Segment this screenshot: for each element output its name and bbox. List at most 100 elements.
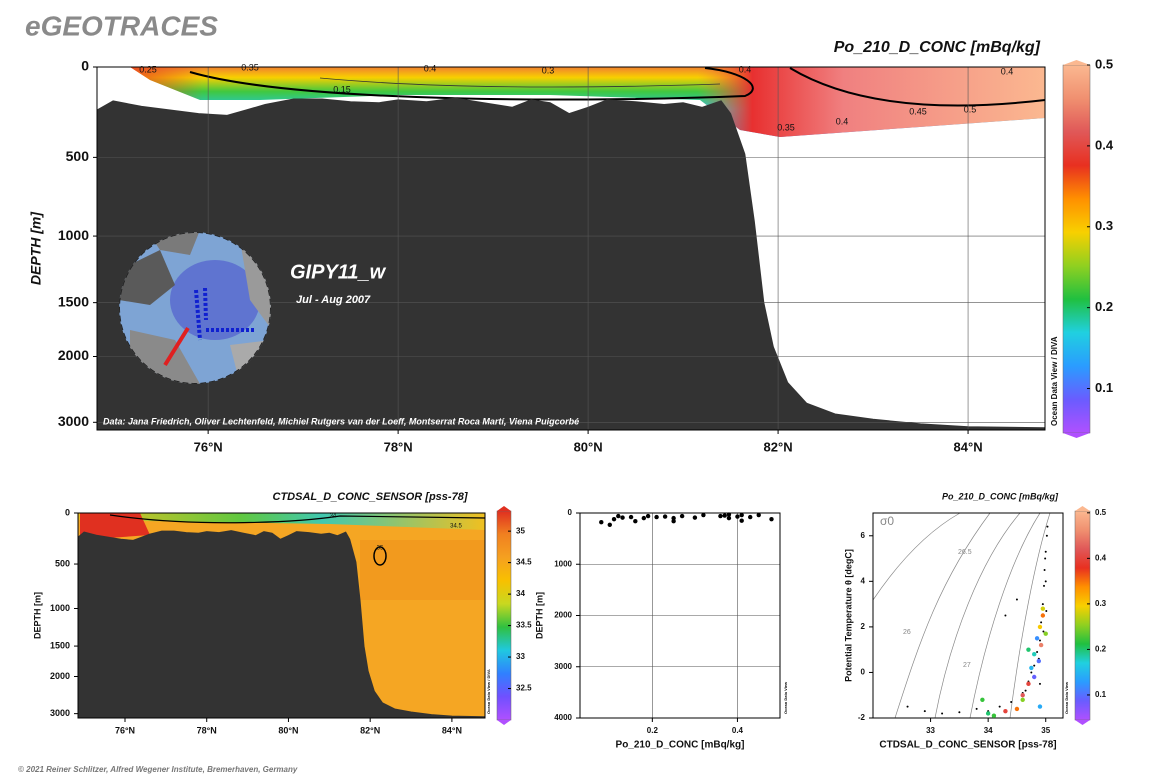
x-tick-label: 33 [926, 726, 935, 735]
watermark: Ocean Data View [1064, 681, 1069, 714]
data-point [1037, 624, 1043, 630]
seafloor [77, 530, 486, 718]
data-point [1037, 704, 1043, 709]
y-axis-label: DEPTH [m] [32, 592, 42, 639]
y-tick-label: 1000 [58, 227, 89, 243]
watermark: Ocean Data View / DIVA [486, 669, 491, 714]
data-point [679, 513, 685, 519]
y-tick-label: 1500 [50, 640, 70, 650]
panel-title: Po_210_D_CONC [mBq/kg] [834, 39, 1041, 56]
data-point [991, 713, 997, 718]
isopycnal-label: 26 [903, 629, 911, 636]
data-point [1029, 665, 1034, 671]
data-point [1043, 631, 1048, 636]
data-point [756, 512, 761, 518]
date-label: Jul - Aug 2007 [296, 294, 371, 306]
sample-point [1045, 534, 1048, 537]
data-point [607, 522, 612, 527]
sample-point [1024, 689, 1027, 692]
y-tick-label: -2 [858, 713, 866, 722]
y-tick-label: 500 [66, 148, 90, 164]
colorbar-tick-label: 33.5 [516, 621, 532, 630]
y-axis-label: Potential Temperature θ [degC] [843, 549, 853, 682]
colorbar-tick-label: 0.2 [1095, 299, 1113, 314]
contour-label: 0.4 [836, 116, 849, 126]
data-point [739, 512, 744, 518]
y-axis-label: DEPTH [m] [28, 211, 44, 285]
colorbar-tick-label: 0.4 [1095, 553, 1107, 562]
data-point [692, 515, 698, 520]
seafloor-fill [97, 98, 1045, 430]
data-point [671, 515, 676, 521]
isopycnal-label: 27 [963, 662, 971, 669]
colorbar-arrow [497, 506, 511, 511]
colorbar-arrow [1063, 433, 1090, 438]
data-point [671, 519, 676, 524]
data-point [726, 512, 732, 517]
data-point [1038, 642, 1044, 648]
colorbar-tick-label: 34.5 [516, 558, 532, 567]
colorbar-arrow [1063, 60, 1090, 65]
contour-label: 0.15 [333, 84, 351, 94]
isopycnal [969, 512, 1041, 719]
contour-label: 0.35 [241, 62, 259, 72]
data-point [1040, 606, 1046, 611]
plot-frame [872, 512, 1064, 719]
sample-point [1044, 580, 1047, 583]
sample-point [1044, 557, 1047, 560]
data-point [1026, 647, 1031, 652]
sample-point [906, 705, 909, 708]
data-point [641, 515, 647, 521]
contour-line [373, 546, 387, 566]
colorbar-tick-label: 32.5 [516, 684, 532, 693]
data-point [980, 697, 985, 702]
data-point [616, 513, 621, 519]
x-tick-label: 78°N [197, 725, 217, 735]
data-point [611, 516, 617, 522]
data-point [769, 516, 774, 522]
data-point [722, 513, 727, 518]
page-title: eGEOTRACES [25, 10, 218, 41]
map-track [163, 326, 190, 367]
x-tick-label: 78°N [384, 439, 413, 454]
y-tick-label: 3000 [50, 708, 70, 718]
isopycnal [894, 512, 991, 719]
sal-field-deep [360, 540, 485, 600]
sample-point [958, 711, 961, 714]
data-point [718, 513, 723, 519]
x-tick-label: 80°N [574, 439, 603, 454]
data-point [985, 711, 991, 716]
colorbar-tick-label: 0.3 [1095, 218, 1113, 233]
y-tick-label: 4 [861, 576, 866, 585]
y-tick-label: 0 [65, 507, 70, 517]
data-point [633, 519, 638, 524]
contour-label: 0.4 [1001, 66, 1014, 76]
data-point [701, 512, 706, 518]
contour-label: 0.3 [542, 65, 555, 75]
y-tick-label: 2000 [58, 347, 89, 363]
data-point [1003, 708, 1008, 714]
sample-point [1015, 598, 1018, 601]
map-track [194, 287, 255, 341]
panel-title: CTDSAL_D_CONC_SENSOR [pss-78] [273, 491, 468, 503]
footer: © 2021 Reiner Schlitzer, Alfred Wegener … [18, 765, 298, 774]
colorbar-tick-label: 0.3 [1095, 599, 1107, 608]
contour-label: 0.5 [964, 104, 977, 114]
po-field-overlay [130, 67, 1045, 137]
contour-label: 0.4 [739, 64, 752, 74]
y-axis-label: DEPTH [m] [534, 592, 544, 639]
x-tick-label: 76°N [194, 439, 223, 454]
x-axis-label: CTDSAL_D_CONC_SENSOR [pss-78] [879, 740, 1056, 751]
data-point [735, 514, 740, 519]
x-axis-label: Po_210_D_CONC [mBq/kg] [616, 740, 745, 751]
sample-point [975, 707, 978, 710]
contour-label: 34.5 [450, 524, 462, 530]
data-point [1040, 613, 1046, 618]
sal-shelf [80, 513, 150, 540]
x-tick-label: 82°N [360, 725, 380, 735]
isopycnal [934, 512, 1021, 719]
sample-point [1041, 603, 1044, 606]
colorbar-arrow [497, 720, 511, 725]
plot-frame [77, 512, 486, 719]
